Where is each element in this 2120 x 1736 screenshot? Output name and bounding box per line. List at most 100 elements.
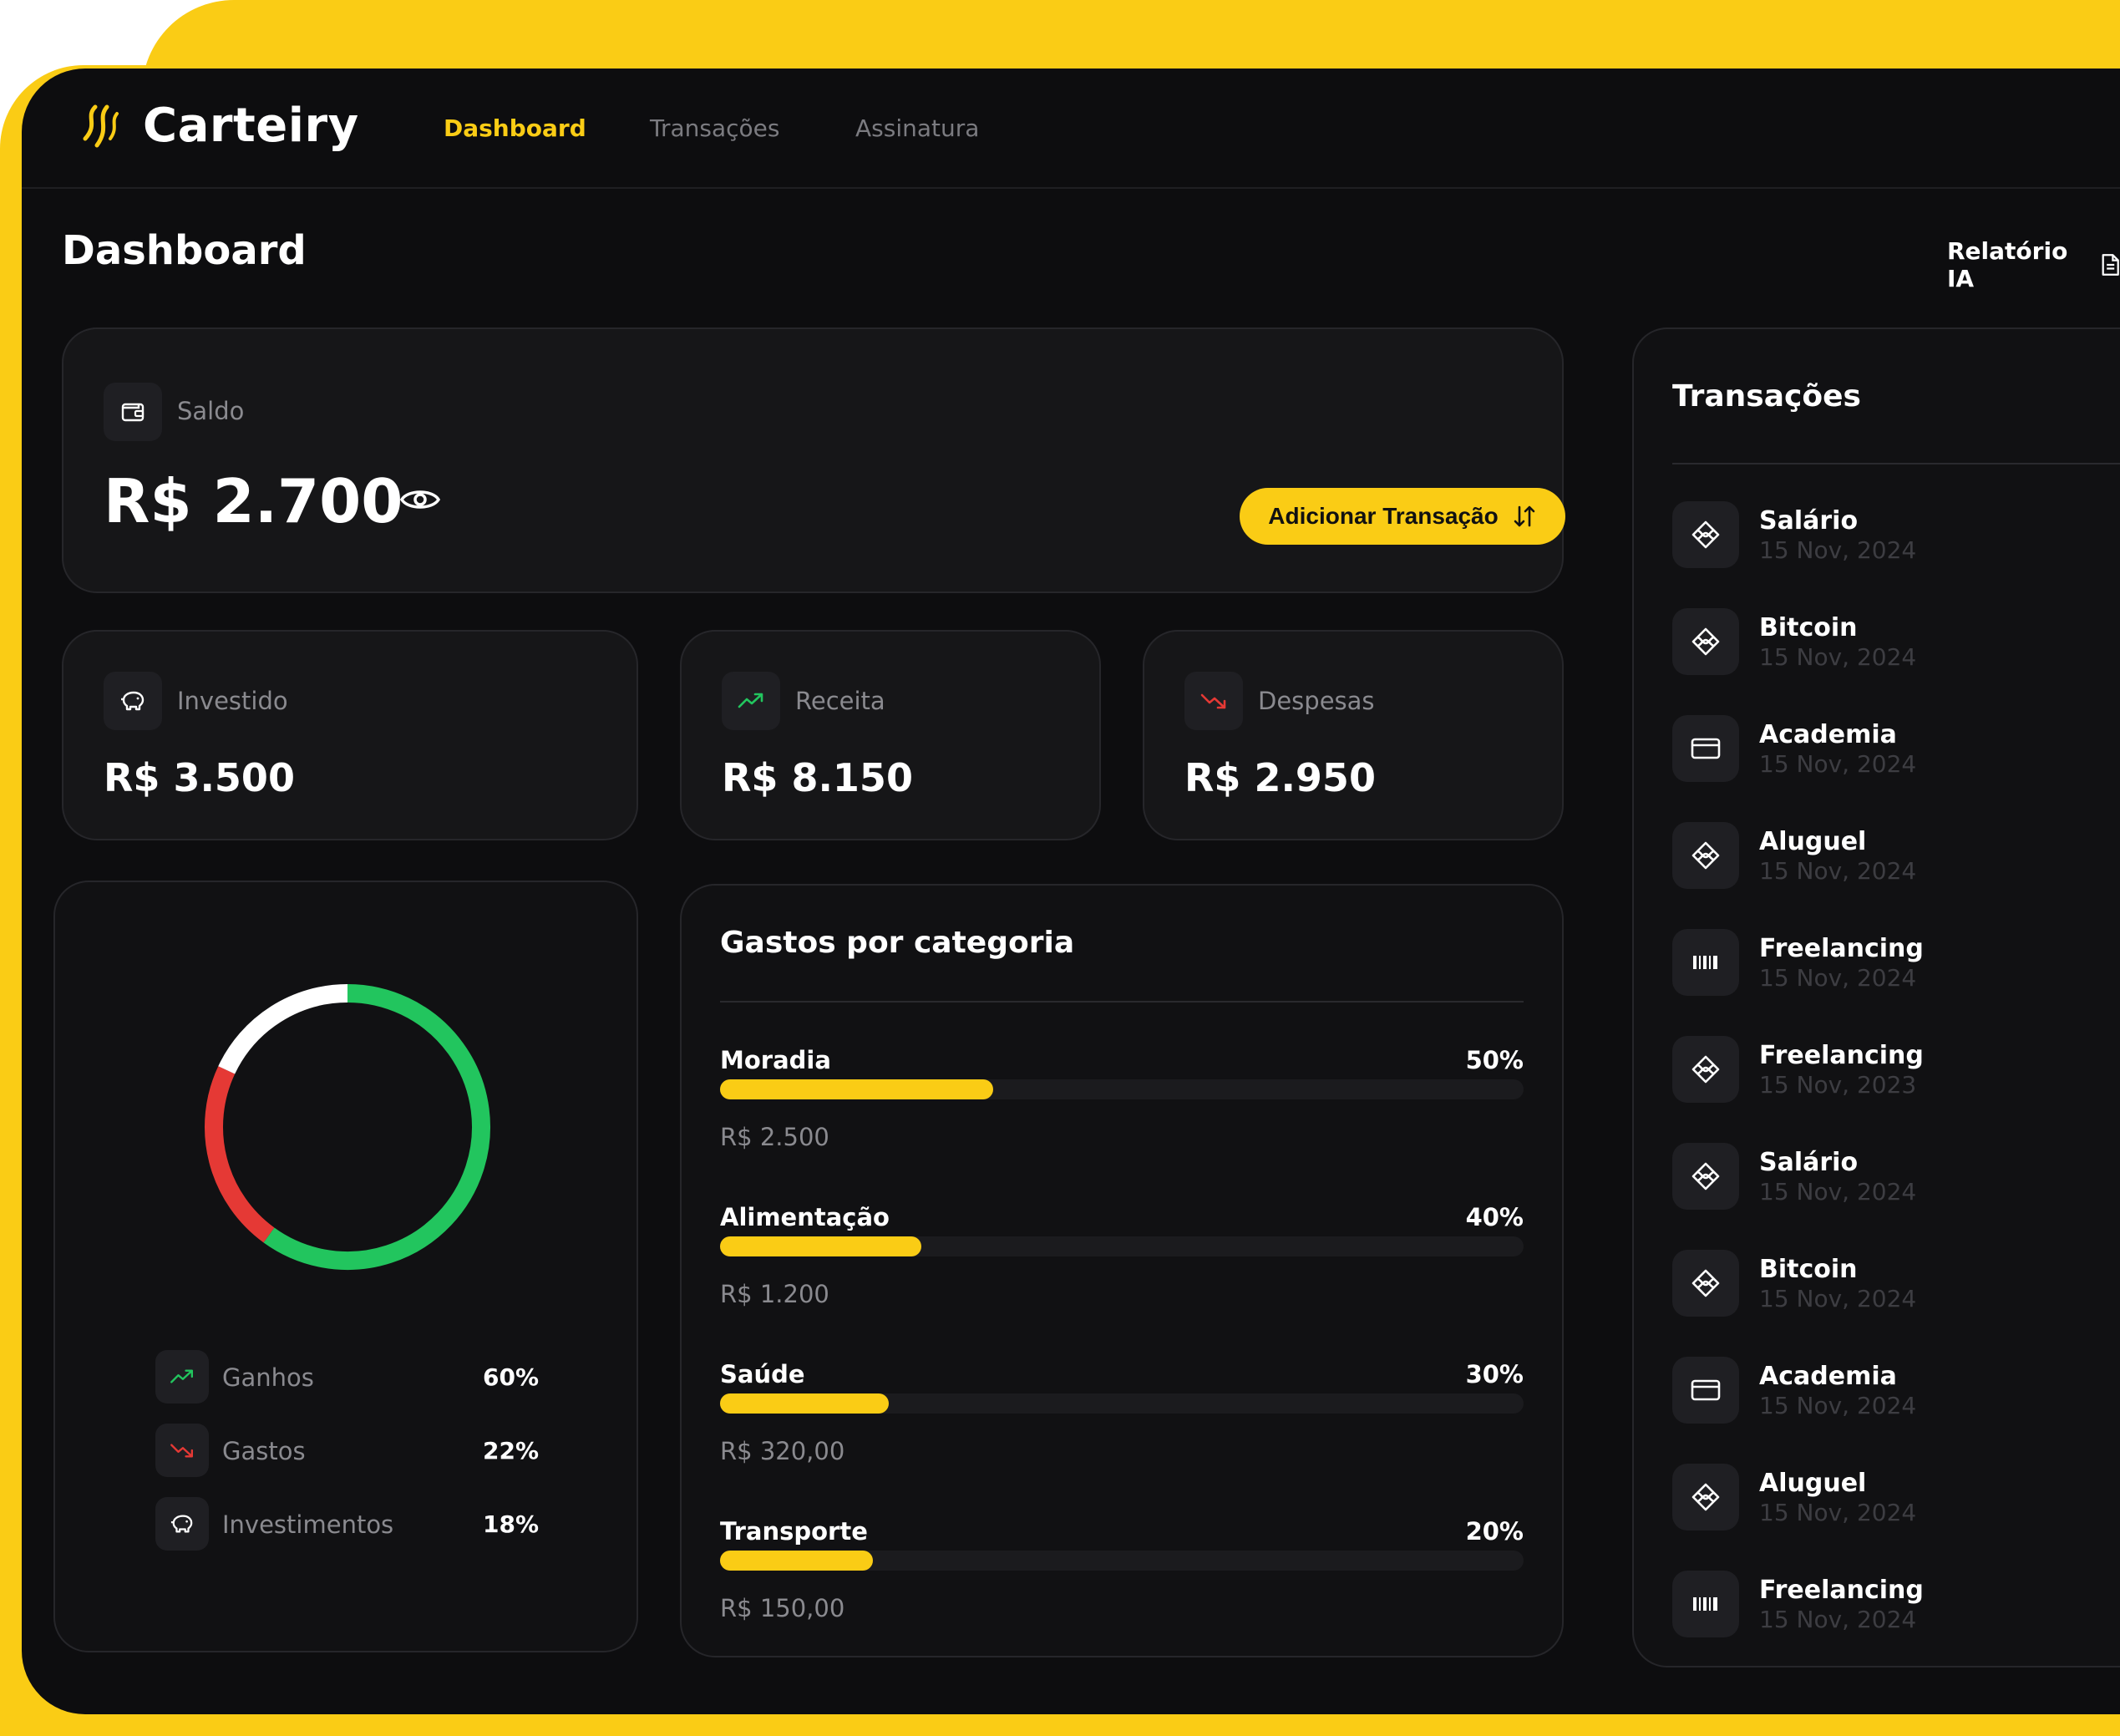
transaction-icon-box: [1672, 608, 1739, 675]
category-row: Transporte 20% R$ 150,00: [720, 1517, 1524, 1659]
nav-transacoes[interactable]: Transações: [650, 114, 780, 142]
transaction-icon-box: [1672, 1250, 1739, 1317]
report-ai-label: Relatório IA: [1947, 237, 2068, 292]
logo-icon: [83, 104, 119, 148]
transaction-name: Freelancing: [1759, 934, 1924, 963]
transaction-icon-box: [1672, 1143, 1739, 1210]
barcode-icon: [1693, 956, 1717, 969]
invested-label: Investido: [177, 687, 288, 715]
piggy-icon-box: [104, 672, 162, 730]
income-card: Receita R$ 8.150: [680, 630, 1101, 840]
category-bar-fill: [720, 1551, 873, 1571]
transaction-date: 15 Nov, 2023: [1759, 1071, 1917, 1099]
transaction-name: Freelancing: [1759, 1576, 1924, 1605]
trending-up-icon: [170, 1369, 194, 1383]
transaction-item[interactable]: Freelancing 15 Nov, 2023: [1672, 1036, 2090, 1104]
categories-divider: [720, 1001, 1524, 1003]
wallet-icon: [121, 403, 145, 422]
transaction-name: Bitcoin: [1759, 1255, 1858, 1284]
income-value: R$ 8.150: [722, 755, 913, 800]
nav-assinatura[interactable]: Assinatura: [855, 114, 980, 142]
category-value: R$ 1.200: [720, 1280, 829, 1308]
transaction-date: 15 Nov, 2024: [1759, 750, 1917, 778]
category-name: Alimentação: [720, 1203, 890, 1231]
transaction-date: 15 Nov, 2024: [1759, 1499, 1917, 1526]
transaction-name: Aluguel: [1759, 1469, 1867, 1498]
document-icon: [2102, 254, 2119, 276]
pix-icon: [1691, 520, 1720, 549]
category-bar-fill: [720, 1393, 890, 1414]
transaction-icon-box: [1672, 715, 1739, 782]
category-row: Alimentação 40% R$ 1.200: [720, 1203, 1524, 1345]
report-ai-button[interactable]: Relatório IA: [1947, 237, 2120, 292]
transaction-icon-box: [1672, 1571, 1739, 1637]
legend-gains: Ganhos 60%: [155, 1350, 548, 1405]
category-track: [720, 1393, 1524, 1414]
transaction-icon-box: [1672, 929, 1739, 996]
category-bar-fill: [720, 1079, 994, 1099]
wallet-icon-box: [104, 383, 162, 441]
pix-icon: [1691, 1483, 1720, 1511]
transaction-name: Aluguel: [1759, 827, 1867, 856]
transaction-item[interactable]: Academia 15 Nov, 2024: [1672, 1357, 2090, 1425]
expenses-value: R$ 2.950: [1184, 755, 1376, 800]
transaction-date: 15 Nov, 2024: [1759, 1285, 1917, 1312]
legend-investments-label: Investimentos: [222, 1510, 394, 1539]
transaction-item[interactable]: Aluguel 15 Nov, 2024: [1672, 822, 2090, 891]
expenses-card: Despesas R$ 2.950: [1143, 630, 1564, 840]
transaction-name: Freelancing: [1759, 1041, 1924, 1070]
transaction-date: 15 Nov, 2024: [1759, 1606, 1917, 1633]
transaction-item[interactable]: Freelancing 15 Nov, 2024: [1672, 1571, 2090, 1639]
trending-up-icon-box: [722, 672, 780, 730]
transaction-item[interactable]: Freelancing 15 Nov, 2024: [1672, 929, 2090, 997]
category-pct: 30%: [1465, 1360, 1524, 1388]
transaction-date: 15 Nov, 2024: [1759, 964, 1917, 992]
balance-card: Saldo R$ 2.700 Adicionar Transação: [62, 327, 1565, 593]
transactions-divider: [1672, 463, 2120, 464]
legend-gains-icon-box: [155, 1350, 209, 1404]
transaction-item[interactable]: Aluguel 15 Nov, 2024: [1672, 1464, 2090, 1532]
category-pct: 20%: [1465, 1517, 1524, 1546]
transaction-icon-box: [1672, 1464, 1739, 1530]
brand-name: Carteiry: [143, 99, 359, 153]
transactions-title: Transações: [1672, 379, 1861, 414]
transaction-item[interactable]: Academia 15 Nov, 2024: [1672, 715, 2090, 784]
balance-value: R$ 2.700: [104, 466, 403, 536]
arrows-up-down-icon: [1514, 505, 1535, 527]
legend-investments-icon-box: [155, 1497, 209, 1551]
distribution-card: Ganhos 60% Gastos 22% Investimentos 18%: [53, 881, 638, 1652]
piggy-bank-icon: [170, 1515, 193, 1533]
pix-icon: [1691, 1162, 1720, 1190]
category-value: R$ 2.500: [720, 1123, 829, 1151]
nav-dashboard[interactable]: Dashboard: [444, 114, 586, 142]
transaction-item[interactable]: Bitcoin 15 Nov, 2024: [1672, 1250, 2090, 1318]
transaction-date: 15 Nov, 2024: [1759, 1178, 1917, 1206]
transaction-item[interactable]: Salário 15 Nov, 2024: [1672, 1143, 2090, 1211]
category-name: Transporte: [720, 1517, 868, 1546]
trending-down-icon: [1200, 693, 1226, 709]
transactions-card: Transações Salário 15 Nov, 2024 Bitcoin 15 …: [1632, 327, 2120, 1667]
balance-label: Saldo: [177, 397, 245, 425]
category-track: [720, 1236, 1524, 1256]
legend-gains-pct: 60%: [483, 1363, 540, 1391]
categories-card: Gastos por categoria Moradia 50% R$ 2.50…: [680, 884, 1564, 1657]
transaction-item[interactable]: Salário 15 Nov, 2024: [1672, 501, 2090, 570]
piggy-bank-icon: [121, 691, 145, 711]
donut-chart: [205, 984, 490, 1270]
donut-slice-ganhos: [263, 984, 490, 1270]
expenses-label: Despesas: [1258, 687, 1375, 715]
pix-icon: [1691, 627, 1720, 656]
eye-icon[interactable]: [399, 485, 441, 515]
add-transaction-button[interactable]: Adicionar Transação: [1240, 488, 1565, 545]
credit-card-icon: [1691, 1379, 1721, 1401]
transaction-item[interactable]: Bitcoin 15 Nov, 2024: [1672, 608, 2090, 677]
category-pct: 50%: [1465, 1046, 1524, 1074]
legend-spending-label: Gastos: [222, 1437, 306, 1465]
legend-gains-label: Ganhos: [222, 1363, 314, 1392]
pix-icon: [1691, 1055, 1720, 1084]
legend-spending-icon-box: [155, 1424, 209, 1477]
category-row: Moradia 50% R$ 2.500: [720, 1046, 1524, 1188]
legend-investments-pct: 18%: [483, 1510, 540, 1538]
transaction-name: Salário: [1759, 506, 1859, 536]
transaction-name: Academia: [1759, 1362, 1897, 1391]
